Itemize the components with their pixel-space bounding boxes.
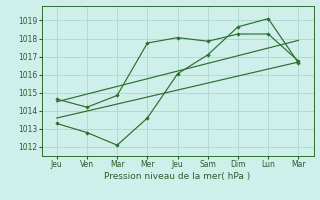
X-axis label: Pression niveau de la mer( hPa ): Pression niveau de la mer( hPa ) [104,172,251,181]
